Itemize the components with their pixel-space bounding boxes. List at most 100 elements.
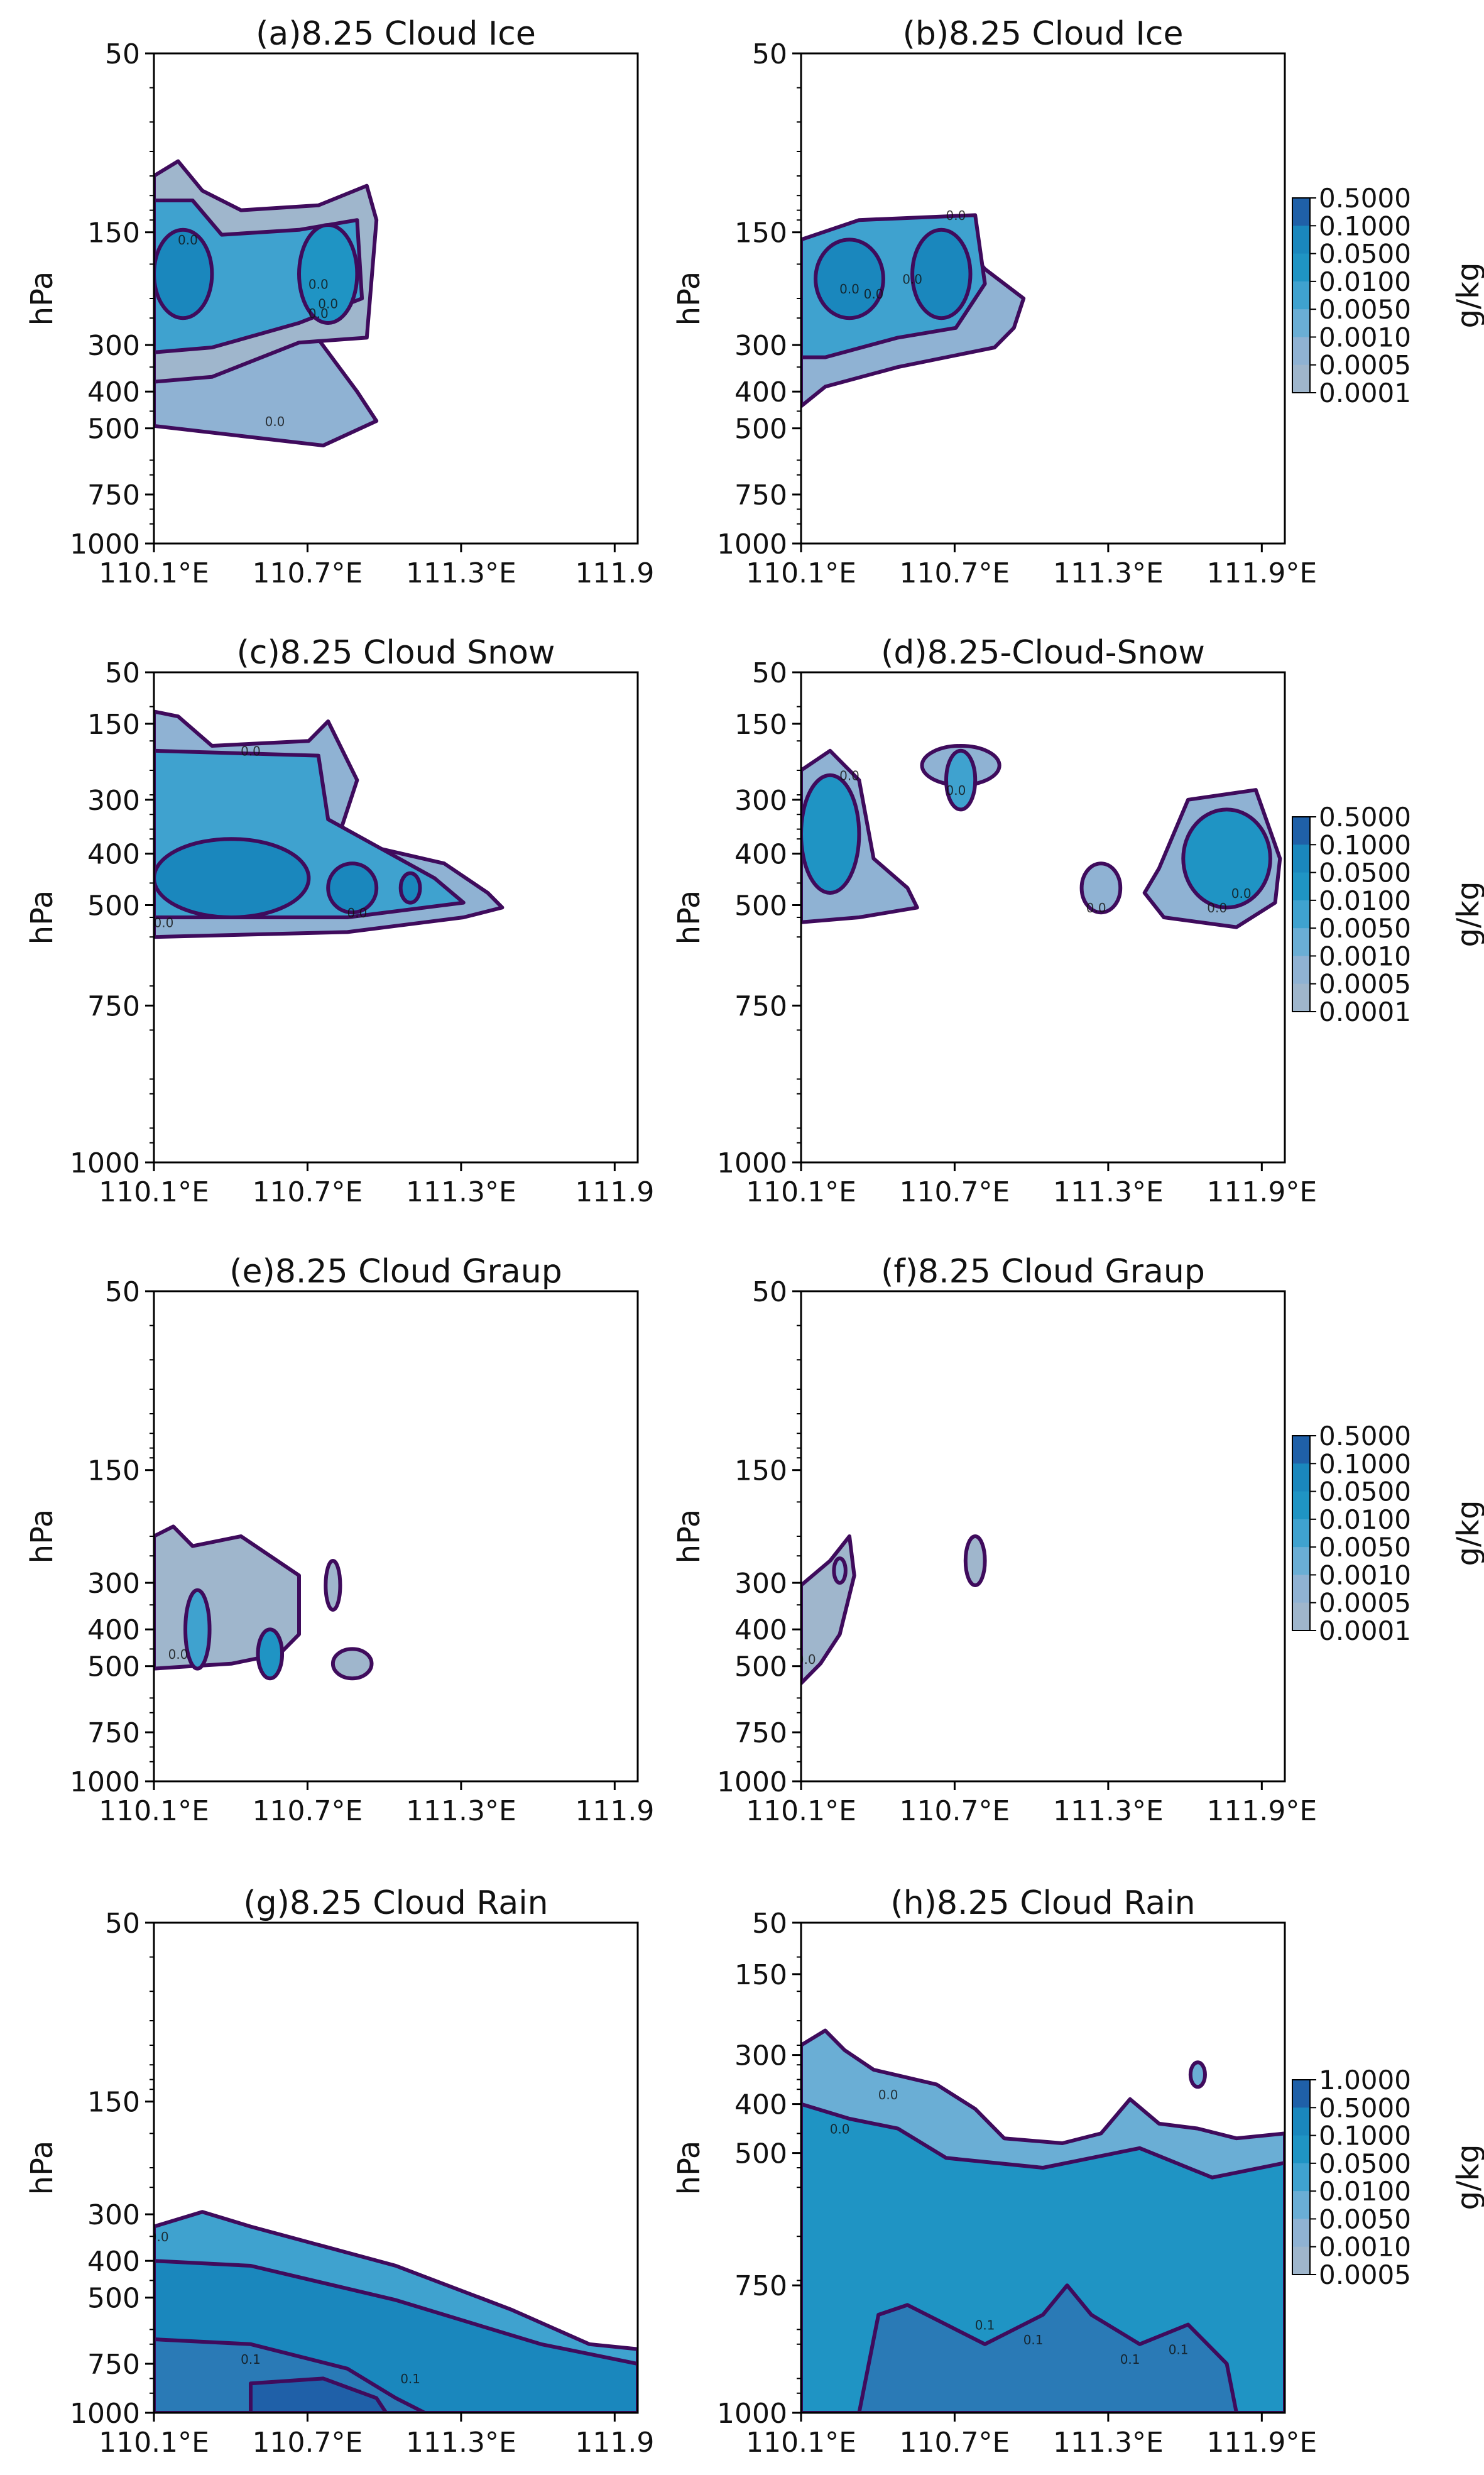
colorbar-tick-label: 0.1000 (1319, 1448, 1411, 1479)
y-tick-label: 150 (734, 217, 787, 249)
y-tick-label: 150 (734, 1959, 787, 1991)
x-tick-label: 111.3°E (406, 1176, 516, 1208)
colorbar-tick-label: 0.0001 (1319, 378, 1411, 408)
y-tick-label: 400 (87, 2246, 140, 2278)
x-tick-label: 110.1°E (746, 1176, 856, 1208)
y-tick-label: 400 (734, 2089, 787, 2121)
colorbar-segment (1292, 1575, 1310, 1604)
contour-band (330, 1647, 374, 1681)
colorbar-tick-label: 0.0010 (1319, 941, 1411, 971)
x-tick-label: 111.9°E (1206, 557, 1317, 589)
x-tick-label: 110.7°E (900, 557, 1010, 589)
contour-label: 0.1 (241, 2352, 261, 2367)
x-tick-label: 110.7°E (253, 557, 363, 589)
contour-label: 0.0 (946, 208, 966, 223)
colorbar-segment (1292, 928, 1310, 956)
contour-label: 0.1 (1023, 2332, 1044, 2347)
y-axis-label: hPa (25, 271, 60, 326)
colorbar-frame (1292, 197, 1311, 393)
colorbar-segment (1292, 281, 1310, 310)
colorbar: 1.00000.50000.10000.05000.01000.00500.00… (1292, 2065, 1484, 2290)
colorbar-segment (1292, 956, 1310, 985)
colorbar-tick-label: 0.0001 (1319, 1615, 1411, 1646)
colorbar-tick-label: 0.0050 (1319, 913, 1411, 944)
contour-label: 0.1 (1169, 2342, 1189, 2357)
x-tick-label: 110.7°E (253, 2427, 363, 2459)
y-axis-label: hPa (25, 2141, 60, 2195)
colorbar-tick-label: 0.0050 (1319, 294, 1411, 325)
y-axis-label: hPa (672, 2141, 707, 2195)
contour-label: 0.0 (308, 276, 329, 292)
y-tick-label: 400 (87, 376, 140, 408)
x-tick-label: 110.7°E (253, 1795, 363, 1827)
y-tick-label: 1000 (717, 528, 787, 560)
y-tick-label: 1000 (717, 1147, 787, 1179)
colorbar-segment (1292, 872, 1310, 901)
x-tick-label: 111.3°E (406, 557, 516, 589)
contour-field: 0.00.00.00.00.0 (154, 159, 379, 447)
y-tick-label: 50 (752, 657, 787, 689)
colorbar-segment (1292, 2080, 1310, 2108)
contour-label: 0.1 (400, 2371, 420, 2386)
panel-title: (b)8.25 Cloud Ice (903, 15, 1184, 53)
colorbar-segment (1292, 817, 1310, 845)
colorbar-segment (1292, 198, 1310, 226)
contour-label: 0.0 (902, 272, 922, 287)
colorbar-tick-label: 0.0500 (1319, 239, 1411, 270)
contour-label: 0.0 (308, 306, 329, 321)
colorbar-frame (1292, 2079, 1311, 2275)
x-tick-label: 110.1°E (746, 1795, 856, 1827)
y-tick-label: 750 (734, 990, 787, 1022)
contour-band (814, 238, 885, 320)
y-tick-label: 300 (734, 785, 787, 817)
y-tick-label: 150 (87, 2087, 140, 2119)
contour-band (910, 227, 973, 320)
y-tick-label: 1000 (70, 2398, 140, 2430)
contour-band (1181, 807, 1272, 910)
colorbar-segment (1292, 2135, 1310, 2164)
y-tick-label: 1000 (70, 528, 140, 560)
colorbar-segment (1292, 337, 1310, 366)
x-tick-label: 111.9 (575, 1176, 654, 1208)
y-tick-label: 500 (87, 413, 140, 445)
colorbar-tick-label: 0.5000 (1319, 183, 1411, 214)
colorbar-segment (1292, 1491, 1310, 1520)
contour-band (154, 837, 311, 919)
contour-label: 0.0 (796, 1652, 816, 1667)
contour-label: 0.0 (149, 2229, 169, 2244)
panel-title: (e)8.25 Cloud Graup (229, 1253, 562, 1291)
panel-title: (c)8.25 Cloud Snow (237, 634, 555, 672)
y-tick-label: 150 (87, 709, 140, 741)
x-tick-label: 111.9 (575, 2427, 654, 2459)
colorbar-tick-label: 0.5000 (1319, 1421, 1411, 1451)
y-tick-label: 400 (87, 1614, 140, 1646)
colorbar: 0.50000.10000.05000.01000.00500.00100.00… (1292, 802, 1484, 1027)
colorbar-tick-label: 0.0005 (1319, 969, 1411, 1000)
y-tick-label: 750 (734, 2270, 787, 2302)
colorbar-segment (1292, 309, 1310, 337)
colorbar-unit-label: g/kg (1451, 263, 1484, 329)
y-tick-label: 50 (752, 1276, 787, 1308)
y-tick-label: 750 (87, 2349, 140, 2381)
contour-band (963, 1534, 987, 1587)
contour-label: 0.1 (975, 2317, 995, 2332)
contour-band (1188, 2060, 1207, 2089)
colorbar-segment (1292, 1436, 1310, 1464)
panel-title: (g)8.25 Cloud Rain (243, 1884, 548, 1922)
y-tick-label: 150 (87, 217, 140, 249)
y-tick-label: 1000 (717, 2398, 787, 2430)
contour-label: 0.0 (241, 744, 261, 759)
contour-band (183, 1588, 212, 1671)
y-tick-label: 300 (734, 1568, 787, 1600)
y-tick-label: 750 (87, 990, 140, 1022)
x-tick-label: 111.3°E (1053, 2427, 1164, 2459)
contour-band (324, 1559, 342, 1612)
panel-f: 0.0 (f)8.25 Cloud Graup hPa 50 150 300 400 500 7… (672, 1253, 1484, 1827)
x-tick-label: 111.9°E (1206, 1176, 1317, 1208)
colorbar-tick-label: 0.0500 (1319, 1477, 1411, 1507)
colorbar-segment (1292, 1463, 1310, 1492)
colorbar-segment (1292, 2163, 1310, 2192)
contour-field: 0.0 (154, 1524, 374, 1681)
colorbar-tick-label: 0.0100 (1319, 266, 1411, 297)
colorbar-frame (1292, 1435, 1311, 1631)
